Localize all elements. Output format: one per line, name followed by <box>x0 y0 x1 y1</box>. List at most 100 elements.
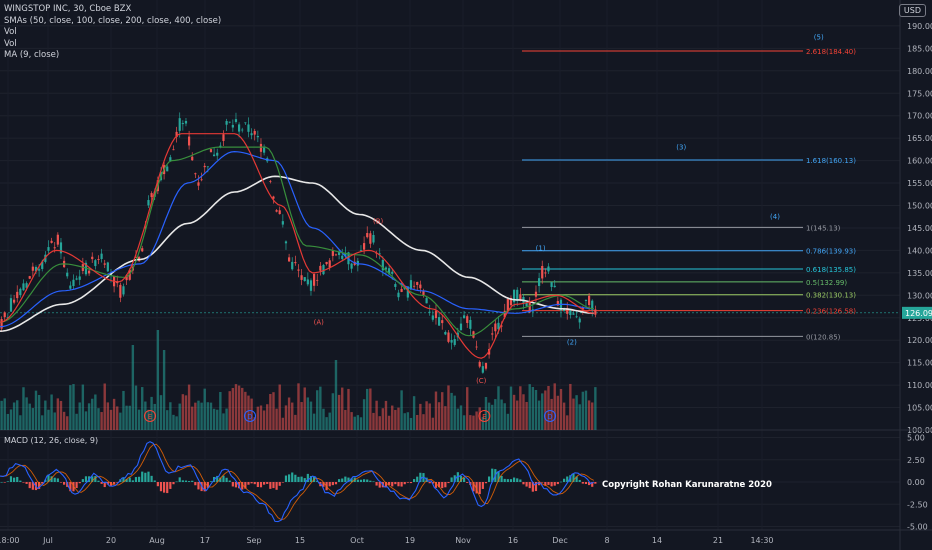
candle-body <box>494 323 497 332</box>
candle-body <box>506 298 509 311</box>
volume-bar <box>522 394 525 430</box>
macd-histogram-bar <box>406 482 409 483</box>
volume-bar <box>206 402 210 430</box>
macd-histogram-bar <box>194 482 197 486</box>
macd-histogram-bar <box>459 475 463 482</box>
volume-bar <box>559 388 563 430</box>
volume-bar <box>406 412 410 430</box>
candle-body <box>88 270 91 274</box>
macd-histogram-bar <box>75 482 78 488</box>
macd-histogram-bar <box>31 482 34 490</box>
fib-level-label: 0.382(130.13) <box>806 292 856 300</box>
volume-bar <box>178 403 181 430</box>
macd-histogram-bar <box>453 475 456 482</box>
macd-histogram-bar <box>22 482 25 483</box>
volume-bar <box>250 398 253 430</box>
candle-body <box>9 298 13 312</box>
macd-histogram-bar <box>403 482 406 485</box>
candle-body <box>344 252 347 257</box>
candle-body <box>381 259 384 271</box>
candle-body <box>388 268 391 275</box>
volume-bar <box>216 409 219 430</box>
candle-body <box>428 311 431 313</box>
candle-body <box>191 156 194 161</box>
volume-bar <box>316 390 319 430</box>
candle-body <box>22 283 25 291</box>
x-tick-label: Aug <box>149 536 165 545</box>
candle-body <box>322 265 325 275</box>
candle-body <box>331 250 334 256</box>
volume-bar <box>112 398 116 430</box>
volume-bar <box>359 417 363 430</box>
candle-body <box>72 279 75 287</box>
macd-histogram-bar <box>472 482 475 492</box>
volume-bar <box>119 412 122 430</box>
candle-body <box>100 253 103 259</box>
candle-body <box>38 269 41 271</box>
candle-body <box>334 254 338 256</box>
volume-bar <box>372 412 375 430</box>
candle-body <box>119 284 122 298</box>
macd-histogram-bar <box>556 482 559 485</box>
candle-body <box>509 297 513 306</box>
candle-body <box>569 309 572 316</box>
legend-smas: SMAs (50, close, 100, close, 200, close,… <box>4 15 222 26</box>
candle-body <box>359 250 363 251</box>
candle-body <box>106 262 109 272</box>
volume-bar <box>587 400 591 430</box>
macd-histogram-bar <box>466 482 469 483</box>
macd-tick-label: 0.00 <box>907 478 925 487</box>
macd-histogram-bar <box>366 479 369 482</box>
macd-histogram-bar <box>391 482 394 487</box>
x-tick-label: 16 <box>508 536 518 545</box>
macd-histogram-bar <box>388 482 391 485</box>
macd-histogram-bar <box>447 482 450 484</box>
macd-histogram-bar <box>500 475 503 482</box>
candle-body <box>281 221 284 225</box>
candle-body <box>313 273 316 286</box>
volume-bar <box>3 398 6 430</box>
volume-bar <box>394 409 397 430</box>
volume-bar <box>187 384 191 430</box>
volume-bar <box>106 402 110 430</box>
volume-bar <box>544 390 547 430</box>
candle-body <box>144 226 147 229</box>
x-tick-label: 8 <box>604 536 609 545</box>
macd-histogram-bar <box>559 481 563 483</box>
macd-histogram-bar <box>506 479 509 482</box>
candle-body <box>316 279 319 281</box>
macd-tick-label: -5.00 <box>907 523 928 532</box>
candle-body <box>184 120 188 124</box>
macd-histogram-bar <box>397 482 400 487</box>
volume-bar <box>103 383 106 430</box>
macd-histogram-bar <box>284 475 288 482</box>
candle-body <box>450 340 453 343</box>
candle-body <box>478 361 481 367</box>
currency-button[interactable]: USD <box>898 4 926 17</box>
candle-body <box>178 118 181 131</box>
volume-bar <box>144 401 147 430</box>
candle-body <box>6 317 9 318</box>
volume-bar <box>34 390 38 430</box>
macd-histogram-bar <box>522 482 525 485</box>
candle-body <box>350 263 353 269</box>
volume-bar <box>562 402 566 430</box>
volume-bar <box>525 401 528 430</box>
candle-body <box>28 276 31 279</box>
macd-histogram-bar <box>113 482 116 484</box>
volume-bar <box>400 390 403 430</box>
macd-histogram-bar <box>250 482 253 484</box>
volume-bar <box>572 398 575 430</box>
candle-body <box>194 173 197 175</box>
candle-body <box>409 280 413 290</box>
volume-bar <box>44 400 47 430</box>
volume-bar <box>397 407 400 430</box>
macd-histogram-bar <box>247 482 250 485</box>
volume-bar <box>16 400 19 430</box>
candle-body <box>391 271 394 274</box>
macd-histogram-bar <box>116 482 119 483</box>
candle-body <box>559 299 563 311</box>
macd-histogram-bar <box>278 482 281 486</box>
